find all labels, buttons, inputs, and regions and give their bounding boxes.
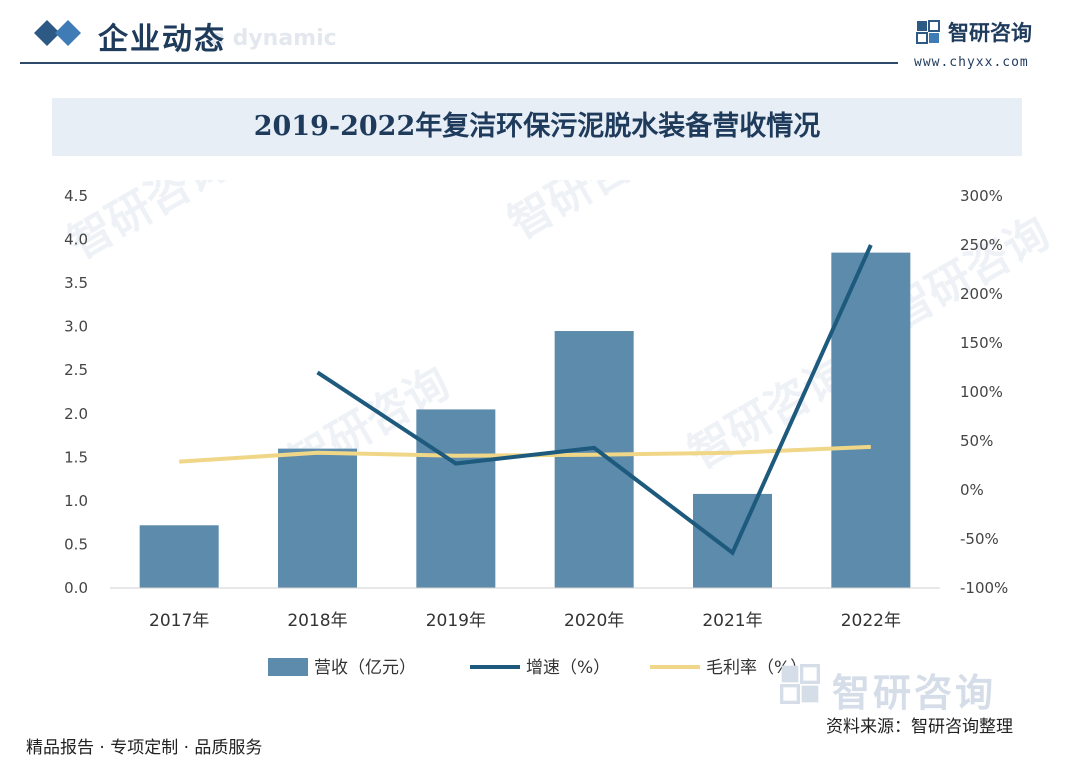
right-axis-tick-label: 50% bbox=[960, 432, 993, 450]
source-note: 资料来源：智研咨询整理 bbox=[826, 717, 1013, 737]
x-axis-category-label: 2019年 bbox=[426, 611, 486, 631]
left-axis-tick-label: 2.0 bbox=[64, 405, 88, 423]
header-divider bbox=[20, 62, 898, 64]
legend-label-revenue: 营收（亿元） bbox=[314, 658, 416, 678]
left-axis-tick-label: 1.5 bbox=[64, 448, 88, 466]
bar-revenue bbox=[278, 448, 357, 588]
right-axis-tick-label: -100% bbox=[960, 579, 1008, 597]
chart-title: 2019-2022年复洁环保污泥脱水装备营收情况 bbox=[253, 111, 821, 142]
right-axis-tick-label: -50% bbox=[960, 530, 999, 548]
header: e dynamic 企业动态 智研咨询 www.chyxx.com bbox=[0, 0, 1080, 70]
left-axis-tick-label: 0.5 bbox=[64, 535, 88, 553]
right-axis-tick-label: 100% bbox=[960, 383, 1003, 401]
left-axis-tick-label: 3.0 bbox=[64, 318, 88, 336]
chart-title-band bbox=[52, 98, 1022, 156]
section-diamond-icon bbox=[34, 20, 81, 46]
brand-url: www.chyxx.com bbox=[914, 55, 1029, 70]
right-axis-tick-label: 0% bbox=[960, 481, 984, 499]
x-axis-category-label: 2018年 bbox=[287, 611, 347, 631]
x-axis-category-label: 2022年 bbox=[841, 611, 901, 631]
line-growth-rate bbox=[316, 244, 873, 556]
left-axis-tick-label: 3.5 bbox=[64, 274, 88, 292]
left-axis-tick-label: 4.0 bbox=[64, 231, 88, 249]
bar-revenue bbox=[831, 252, 911, 588]
bar-revenue bbox=[554, 331, 634, 588]
bar-revenue bbox=[139, 525, 219, 588]
left-axis-tick-label: 1.0 bbox=[64, 492, 88, 510]
brand-name: 智研咨询 bbox=[948, 21, 1032, 45]
watermark-tile: 智研咨询 bbox=[500, 180, 678, 250]
watermark-logo-icon bbox=[780, 664, 820, 704]
right-axis-tick-label: 250% bbox=[960, 236, 1003, 254]
footer-slogan: 精品报告 · 专项定制 · 品质服务 bbox=[26, 738, 263, 758]
left-axis-tick-label: 2.5 bbox=[64, 361, 88, 379]
right-axis-tick-label: 200% bbox=[960, 285, 1003, 303]
brand-logo-icon bbox=[916, 20, 940, 44]
left-axis-tick-label: 4.5 bbox=[64, 187, 88, 205]
x-axis-category-label: 2020年 bbox=[564, 611, 624, 631]
bar-revenue bbox=[693, 493, 772, 588]
right-axis-tick-label: 150% bbox=[960, 334, 1003, 352]
left-axis-tick-label: 0.0 bbox=[64, 579, 88, 597]
legend-label-growth: 增速（%） bbox=[526, 658, 610, 678]
section-subtitle: e dynamic bbox=[210, 26, 337, 51]
bar-revenue bbox=[416, 409, 496, 588]
section-title: 企业动态 bbox=[98, 22, 226, 57]
watermark-tile: 智研咨询 bbox=[680, 347, 858, 479]
x-axis-category-label: 2021年 bbox=[702, 611, 762, 631]
legend-swatch-revenue bbox=[268, 658, 308, 676]
right-axis-tick-label: 300% bbox=[960, 187, 1003, 205]
watermark-text: 智研咨询 bbox=[832, 671, 997, 715]
x-axis-category-label: 2017年 bbox=[149, 611, 209, 631]
